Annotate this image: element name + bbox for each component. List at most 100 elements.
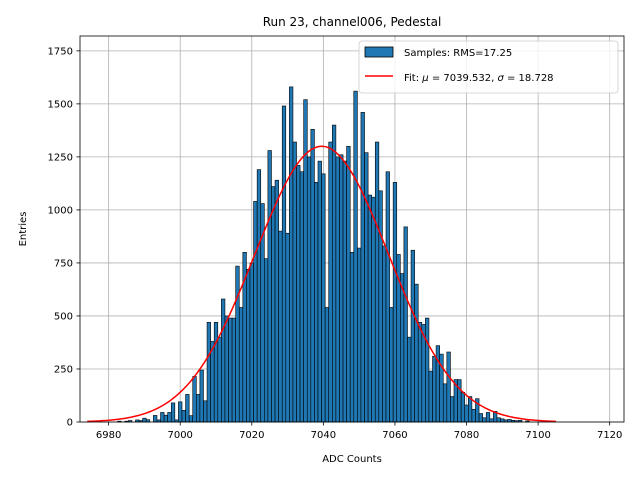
histogram-bar	[289, 86, 294, 423]
histogram-bar	[414, 283, 419, 423]
histogram-bar	[170, 402, 176, 423]
histogram-bar	[446, 351, 451, 423]
histogram-bar	[457, 379, 462, 423]
histogram-bar	[346, 145, 351, 423]
histogram-bar	[231, 317, 236, 423]
histogram-bar	[235, 265, 240, 423]
histogram-bar	[471, 408, 476, 423]
y-tick-label: 0	[67, 418, 73, 429]
histogram-bar	[482, 417, 487, 423]
histogram-bar	[267, 150, 272, 423]
histogram-bar	[160, 412, 165, 423]
histogram-bar	[281, 105, 287, 423]
histogram-bar	[332, 124, 337, 423]
histogram-bar	[256, 169, 262, 423]
histogram-bar	[217, 336, 222, 423]
histogram-bar	[403, 226, 408, 423]
histogram-bar	[238, 307, 244, 423]
histogram-bar	[321, 173, 326, 423]
histogram-bar	[378, 190, 383, 423]
histogram-bar	[389, 307, 394, 423]
histogram-bar	[339, 154, 344, 423]
histogram-bar	[153, 415, 158, 423]
y-tick-label: 1000	[48, 205, 73, 216]
histogram-bar	[349, 252, 355, 423]
histogram-bar	[460, 392, 466, 423]
histogram-bars	[117, 86, 530, 423]
histogram-bar	[485, 412, 491, 423]
histogram-bar	[246, 268, 251, 423]
histogram-bar	[292, 141, 297, 423]
histogram-bar	[478, 413, 483, 423]
histogram-bar	[324, 307, 330, 423]
histogram-bar	[253, 201, 258, 423]
histogram-bar	[224, 315, 229, 423]
histogram-bar	[464, 404, 469, 423]
histogram-bar	[264, 258, 269, 423]
histogram-bar	[285, 232, 290, 423]
histogram-bar	[142, 417, 147, 423]
histogram-bar	[271, 186, 276, 423]
histogram-bar	[192, 376, 197, 423]
histogram-bar	[364, 152, 369, 423]
legend: Samples: RMS=17.25 Fit: μ = 7039.532, σ …	[358, 40, 619, 94]
histogram-bar	[385, 171, 390, 423]
y-tick-label: 1250	[48, 152, 73, 163]
histogram-bar	[167, 412, 172, 423]
x-axis-ticks: 6980 7000 7020 7040 7060 7080 7100 7120	[96, 422, 622, 441]
legend-histogram-swatch	[364, 46, 394, 58]
legend-fit-label: Fit: μ = 7039.532, σ = 18.728	[404, 73, 554, 84]
y-tick-label: 750	[54, 258, 73, 269]
histogram-bar	[210, 341, 215, 423]
histogram-bar	[428, 370, 433, 423]
histogram-bar	[278, 230, 283, 423]
histogram-bar	[435, 345, 440, 423]
histogram-bar	[353, 90, 358, 423]
histogram-bar	[410, 249, 415, 423]
histogram-bar	[335, 156, 340, 423]
histogram-bar	[442, 383, 448, 423]
histogram-bar	[228, 317, 233, 423]
histogram-bar	[221, 298, 226, 423]
y-tick-label: 1750	[48, 46, 73, 57]
histogram-bar	[185, 394, 190, 423]
x-tick-label: 7040	[311, 430, 336, 441]
histogram-bar	[206, 322, 211, 423]
x-tick-label: 7120	[597, 430, 622, 441]
histogram-bar	[306, 156, 312, 423]
histogram-bar	[203, 400, 208, 423]
y-axis-ticks: 0 250 500 750 1000 1250 1500 1750	[48, 46, 80, 429]
chart-title: Run 23, channel006, Pedestal	[263, 15, 442, 29]
y-tick-label: 1500	[48, 99, 73, 110]
histogram-bar	[199, 369, 204, 423]
histogram-bar	[489, 418, 494, 423]
histogram-bar	[360, 112, 365, 423]
histogram-bar	[432, 355, 437, 423]
histogram-bar	[181, 410, 186, 423]
histogram-bar	[407, 336, 412, 423]
histogram-bar	[328, 141, 333, 423]
histogram-bar	[450, 396, 455, 423]
histogram-bar	[310, 129, 315, 423]
histogram-bar	[314, 182, 319, 423]
histogram-bar	[296, 165, 301, 423]
histogram-bar	[342, 160, 347, 423]
fit-curve	[87, 145, 557, 423]
histogram-bar	[371, 196, 376, 423]
histogram-bar	[417, 322, 423, 423]
x-axis-label: ADC Counts	[322, 454, 382, 465]
x-tick-label: 7020	[239, 430, 264, 441]
histogram-bar	[178, 401, 183, 423]
y-tick-label: 250	[54, 364, 73, 375]
histogram-bar	[357, 247, 362, 423]
x-tick-label: 7000	[167, 430, 192, 441]
histogram-bar	[303, 99, 308, 423]
histogram-bar	[468, 396, 473, 423]
histogram-bar	[213, 322, 219, 423]
histogram-bar	[382, 245, 387, 423]
y-tick-label: 500	[54, 311, 73, 322]
histogram-bar	[367, 194, 372, 423]
histogram-bar	[274, 179, 279, 423]
histogram-bar	[500, 418, 505, 423]
